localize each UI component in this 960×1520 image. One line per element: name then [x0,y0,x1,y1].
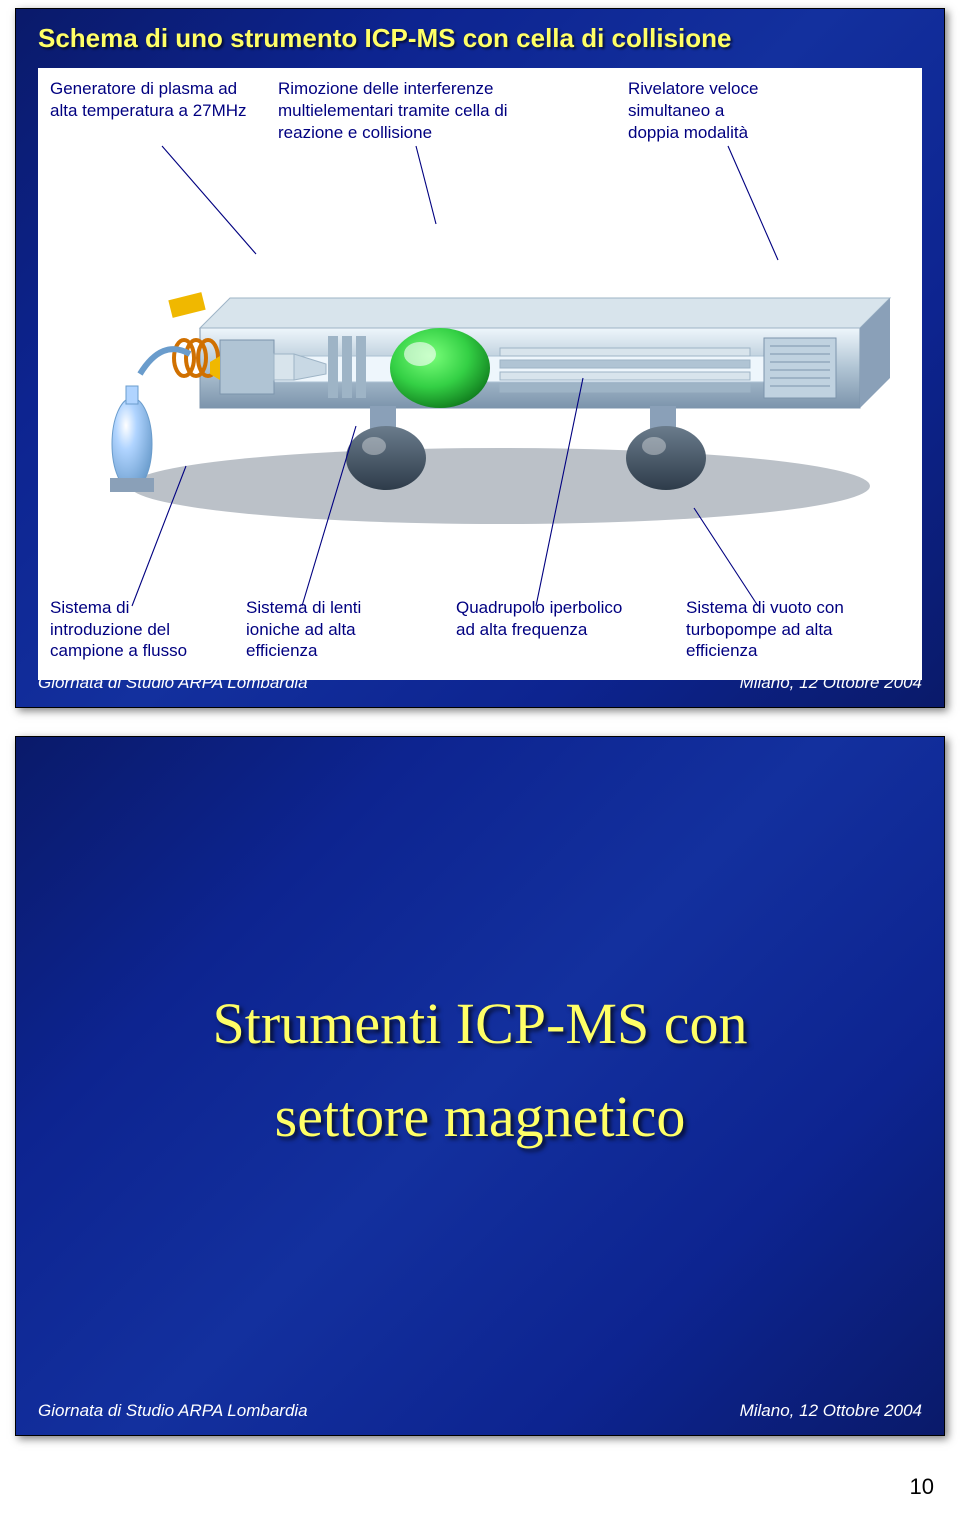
footer-left: Giornata di Studio ARPA Lombardia [38,673,308,693]
slide2-title: Strumenti ICP-MS con settore magnetico [213,978,748,1164]
footer-right-2: Milano, 12 Ottobre 2004 [740,1401,922,1421]
slide-1: Schema di uno strumento ICP-MS con cella… [15,8,945,708]
slide2-title-line1: Strumenti ICP-MS con [213,991,748,1056]
leader-lines [38,68,924,680]
label-quadrupole: Quadrupolo iperbolico ad alta frequenza [456,597,666,662]
footer-left-2: Giornata di Studio ARPA Lombardia [38,1401,308,1421]
slide-2: Strumenti ICP-MS con settore magnetico G… [15,736,945,1436]
slide1-title: Schema di uno strumento ICP-MS con cella… [16,9,944,62]
label-intro: Sistema di introduzione del campione a f… [50,597,240,662]
footer-right: Milano, 12 Ottobre 2004 [740,673,922,693]
slide1-footer: Giornata di Studio ARPA Lombardia Milano… [38,673,922,693]
label-vacuum: Sistema di vuoto con turbopompe ad alta … [686,597,896,662]
slide2-title-line2: settore magnetico [275,1084,686,1149]
label-lenses: Sistema di lenti ioniche ad alta efficie… [246,597,426,662]
slide2-footer: Giornata di Studio ARPA Lombardia Milano… [38,1401,922,1421]
slide2-center: Strumenti ICP-MS con settore magnetico [16,737,944,1435]
slide1-content-box: Generatore di plasma ad alta temperatura… [38,68,922,680]
bottom-labels-row: Sistema di introduzione del campione a f… [50,597,910,662]
page-number: 10 [910,1474,934,1500]
